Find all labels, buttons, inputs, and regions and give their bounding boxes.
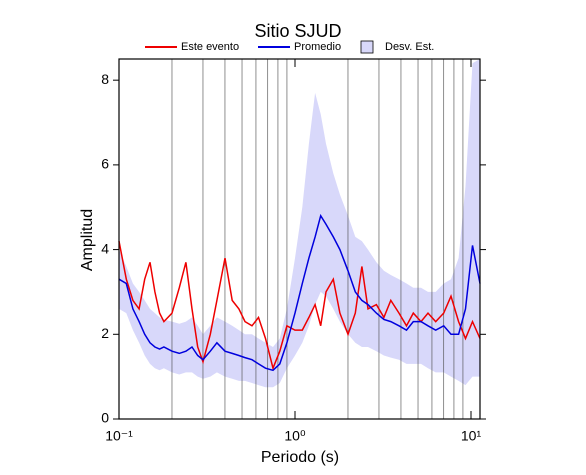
- x-tick-label: 10⁻¹: [105, 428, 133, 444]
- series-line: [118, 213, 481, 372]
- plot-frame: [118, 58, 481, 420]
- y-tick-label: 4: [101, 240, 109, 256]
- x-tick-label: 10⁰: [284, 428, 306, 444]
- y-tick-label: 2: [101, 325, 109, 341]
- x-tick-label: 10¹: [461, 428, 482, 444]
- y-tick-label: 6: [101, 156, 109, 172]
- y-axis-label: Amplitud: [79, 209, 96, 271]
- std-band: [119, 59, 480, 388]
- y-tick-label: 8: [101, 71, 109, 87]
- x-axis-label: Periodo (s): [261, 449, 339, 466]
- legend-label: Este evento: [181, 41, 239, 53]
- chart-title: Sitio SJUD: [254, 21, 341, 41]
- legend-swatch: [360, 40, 374, 54]
- legend-label: Promedio: [294, 41, 341, 53]
- y-tick-label: 0: [101, 410, 109, 426]
- legend-label: Desv. Est.: [385, 41, 434, 53]
